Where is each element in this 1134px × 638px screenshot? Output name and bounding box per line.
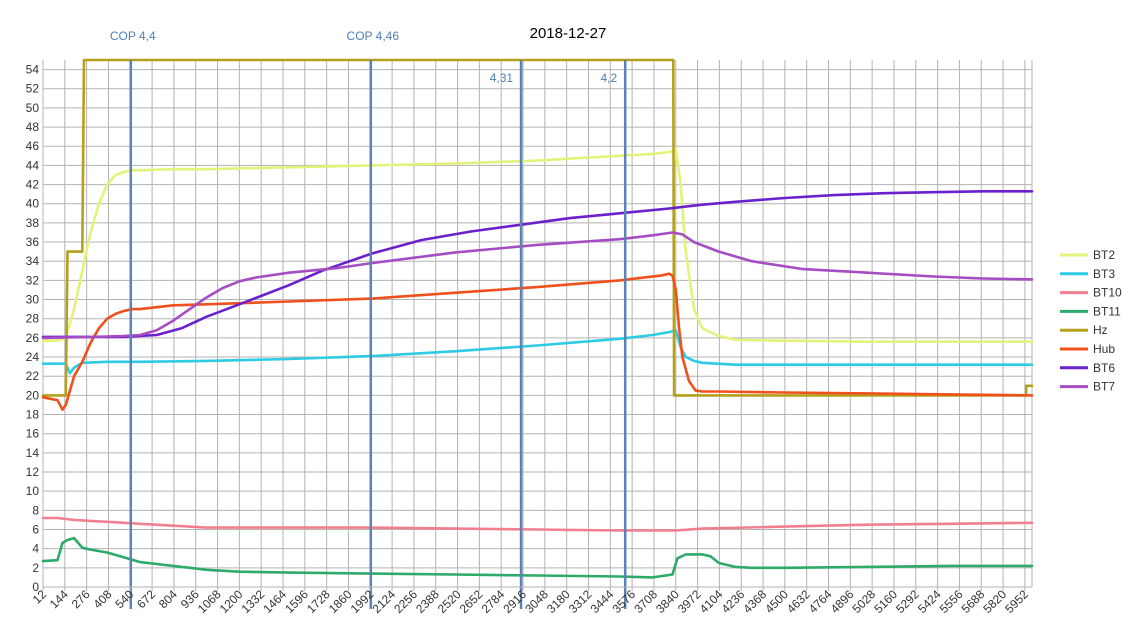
y-tick-label: 0	[32, 580, 39, 594]
x-tick-label: 408	[91, 587, 115, 611]
x-tick-label: 5424	[915, 587, 944, 616]
legend-label-hub: Hub	[1093, 342, 1115, 356]
x-tick-label: 4896	[828, 587, 857, 616]
y-tick-label: 10	[26, 484, 40, 498]
series-line-hz	[41, 58, 1034, 397]
x-tick-label: 1464	[260, 587, 289, 616]
x-tick-label: 2520	[435, 587, 464, 616]
axes: 0246810121416182022242628303234363840424…	[26, 63, 1032, 616]
y-tick-label: 12	[26, 465, 40, 479]
y-tick-label: 26	[26, 331, 40, 345]
y-tick-label: 18	[26, 408, 40, 422]
x-tick-label: 5292	[893, 587, 922, 616]
legend-label-bt3: BT3	[1093, 267, 1115, 281]
legend-label-bt6: BT6	[1093, 361, 1115, 375]
x-tick-label: 5556	[937, 587, 966, 616]
legend-label-bt11: BT11	[1093, 304, 1121, 318]
y-tick-label: 4	[32, 542, 39, 556]
legend: BT2 BT3 BT10 BT11 Hz Hub BT6 BT7	[1060, 248, 1122, 394]
x-tick-label: 4500	[762, 587, 791, 616]
series-line-bt6	[41, 190, 1034, 339]
y-tick-label: 50	[26, 101, 40, 115]
legend-label-bt7: BT7	[1093, 380, 1115, 394]
x-tick-label: 4236	[719, 587, 748, 616]
x-tick-label: 2124	[369, 587, 398, 616]
x-tick-label: 2256	[391, 587, 420, 616]
annotation-label: 4,2	[601, 71, 618, 85]
annotation-label: COP 4,46	[347, 29, 400, 43]
series-line-bt2	[41, 148, 1034, 344]
y-tick-label: 16	[26, 427, 40, 441]
annotation-lines: COP 4,4 COP 4,46 4,31 4,2	[110, 29, 627, 609]
x-tick-label: 1596	[282, 587, 311, 616]
y-tick-label: 48	[26, 120, 40, 134]
x-tick-label: 4632	[784, 587, 813, 616]
annotation-label: 4,31	[490, 71, 514, 85]
annotation-label: COP 4,4	[110, 29, 156, 43]
series-line-bt3	[41, 328, 1034, 375]
y-tick-label: 32	[26, 273, 40, 287]
series-lines	[41, 58, 1034, 579]
x-tick-label: 4104	[697, 587, 726, 616]
x-tick-label: 672	[134, 587, 158, 611]
x-tick-label: 5028	[849, 587, 878, 616]
y-tick-label: 30	[26, 293, 40, 307]
x-tick-label: 3048	[522, 587, 551, 616]
y-tick-label: 46	[26, 139, 40, 153]
x-tick-label: 1200	[217, 587, 246, 616]
y-tick-label: 34	[26, 254, 40, 268]
y-tick-label: 36	[26, 235, 40, 249]
x-tick-label: 1068	[195, 587, 224, 616]
y-tick-label: 6	[32, 523, 39, 537]
x-tick-label: 2652	[457, 587, 486, 616]
x-tick-label: 3840	[653, 587, 682, 616]
y-tick-label: 22	[26, 369, 40, 383]
x-tick-label: 144	[47, 587, 71, 611]
y-tick-label: 54	[26, 63, 40, 77]
chart-title: 2018-12-27	[530, 25, 607, 42]
x-tick-label: 4764	[806, 587, 835, 616]
legend-label-bt2: BT2	[1093, 248, 1115, 262]
legend-label-bt10: BT10	[1093, 286, 1122, 300]
series-line-bt11	[41, 536, 1034, 579]
y-tick-label: 44	[26, 158, 40, 172]
x-tick-label: 804	[156, 587, 180, 611]
x-tick-label: 3972	[675, 587, 704, 616]
x-tick-label: 5952	[1002, 587, 1031, 616]
x-tick-label: 3708	[631, 587, 660, 616]
series-line-bt7	[41, 231, 1034, 340]
y-tick-label: 28	[26, 312, 40, 326]
y-tick-label: 14	[26, 446, 40, 460]
x-tick-label: 2388	[413, 587, 442, 616]
legend-label-hz: Hz	[1093, 323, 1108, 337]
x-tick-label: 1992	[348, 587, 377, 616]
grid-lines	[42, 60, 1033, 588]
x-tick-label: 276	[69, 587, 93, 611]
x-tick-label: 3576	[609, 587, 638, 616]
x-tick-label: 4368	[740, 587, 769, 616]
y-tick-label: 24	[26, 350, 40, 364]
y-tick-label: 2	[32, 561, 39, 575]
x-tick-label: 5160	[871, 587, 900, 616]
x-tick-label: 3312	[566, 587, 595, 616]
x-tick-label: 540	[112, 587, 136, 611]
x-tick-label: 5820	[980, 587, 1009, 616]
y-tick-label: 20	[26, 388, 40, 402]
x-tick-label: 2784	[479, 587, 508, 616]
x-tick-label: 1728	[304, 587, 333, 616]
y-tick-label: 52	[26, 82, 40, 96]
y-tick-label: 40	[26, 197, 40, 211]
y-tick-label: 8	[32, 503, 39, 517]
x-tick-label: 2916	[500, 587, 529, 616]
y-tick-label: 38	[26, 216, 40, 230]
x-tick-label: 3180	[544, 587, 573, 616]
x-tick-label: 1860	[326, 587, 355, 616]
x-tick-label: 5688	[959, 587, 988, 616]
x-tick-label: 1332	[239, 587, 268, 616]
x-tick-label: 3444	[588, 587, 617, 616]
y-tick-label: 42	[26, 178, 40, 192]
series-line-bt10	[41, 516, 1034, 532]
